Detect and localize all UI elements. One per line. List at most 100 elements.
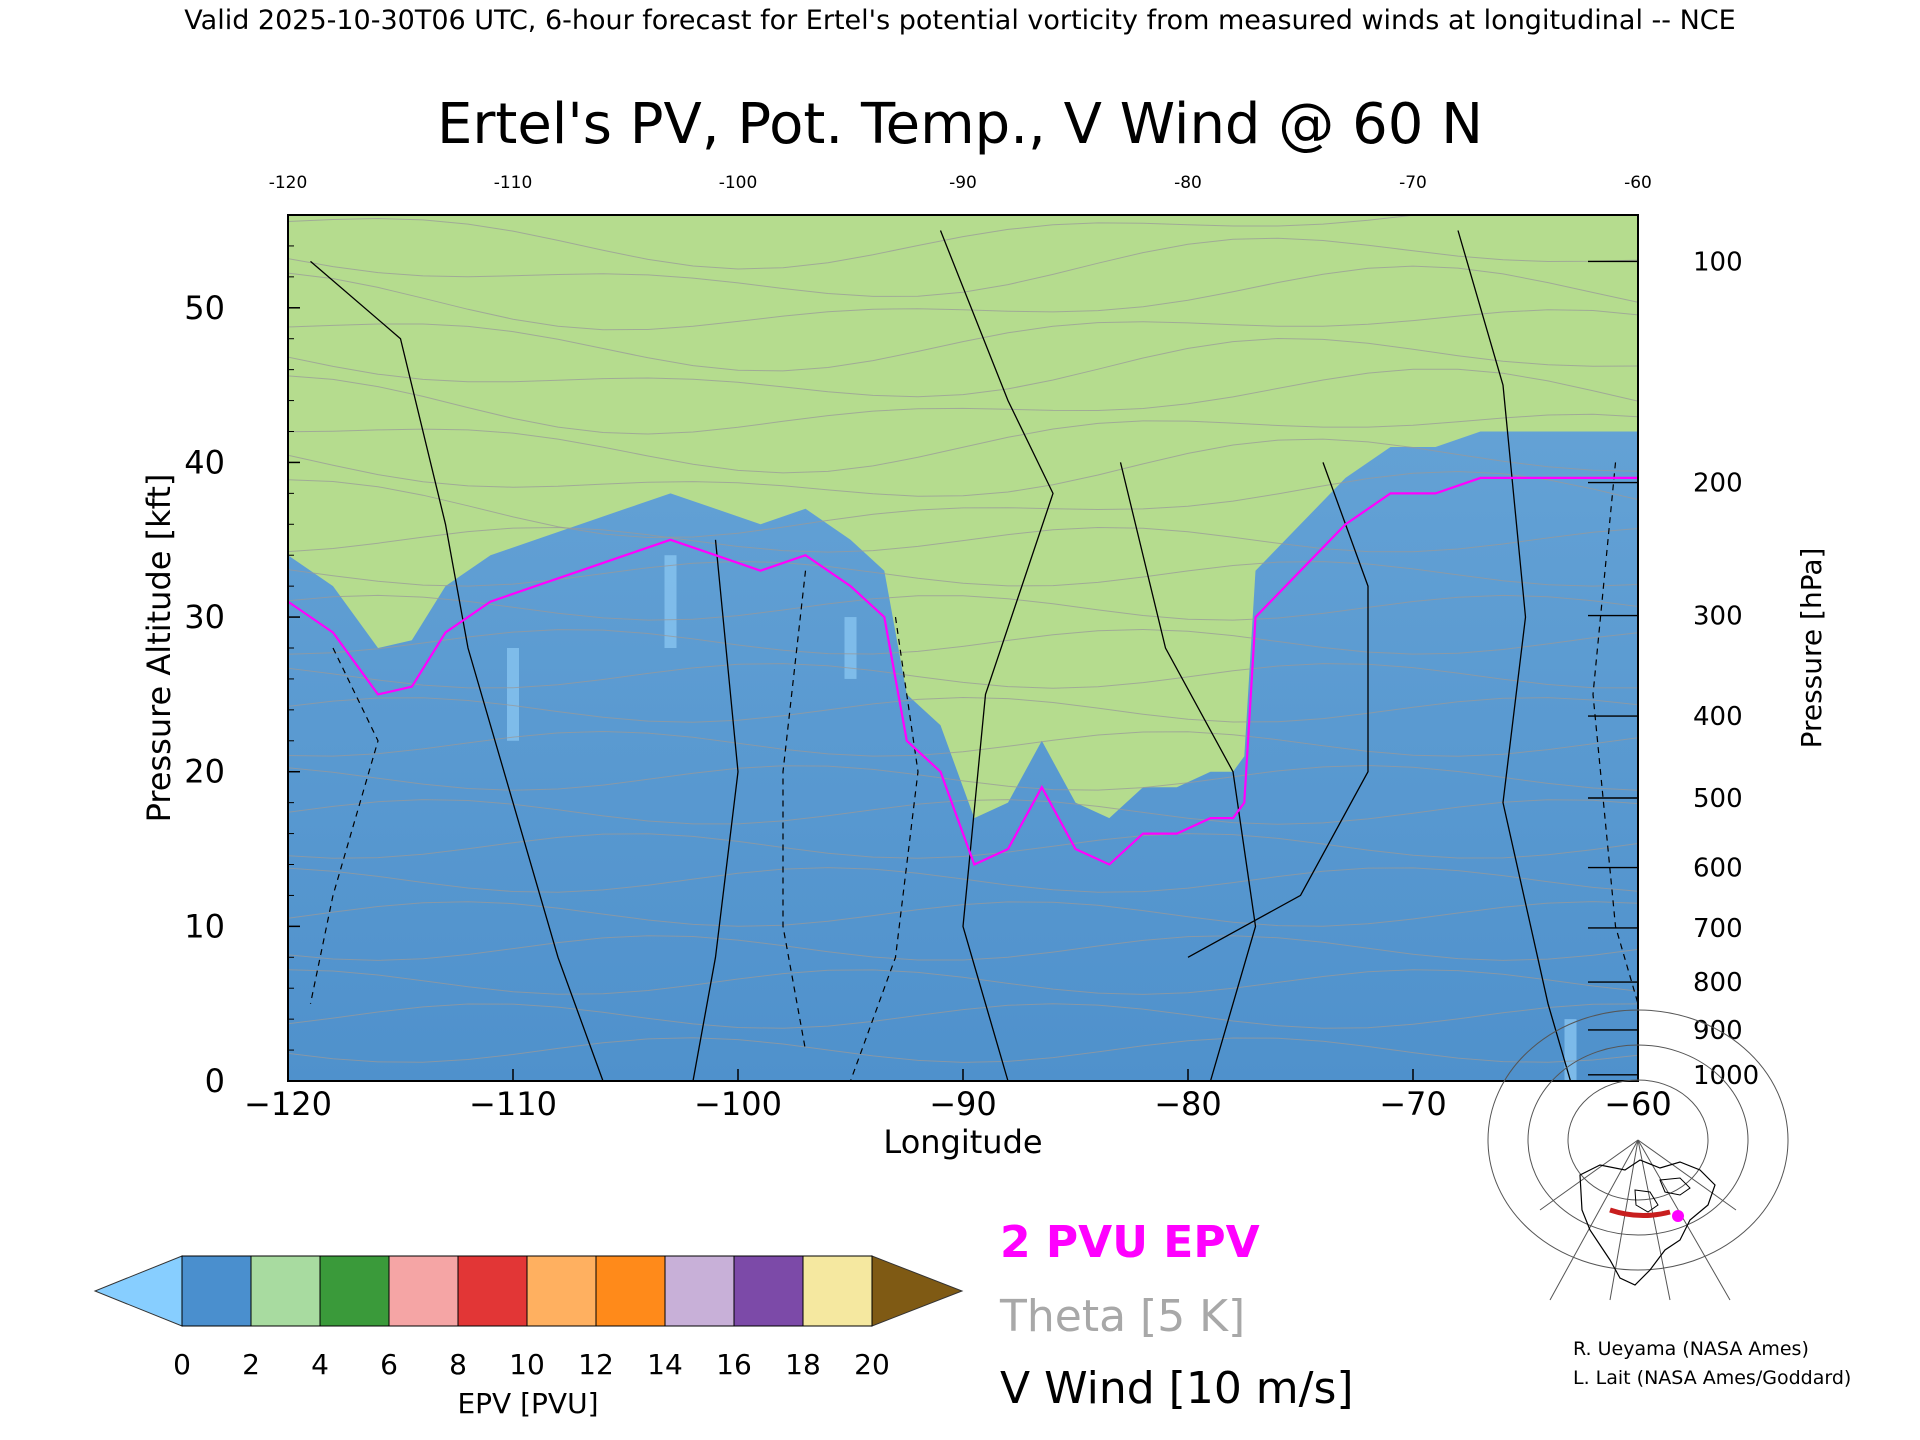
- y-tick-label: 0: [205, 1062, 225, 1100]
- vwind-contour: [939, 230, 1054, 1081]
- y-tick-label: 30: [184, 598, 225, 636]
- theta-contour: [288, 560, 1638, 587]
- theta-contour: [288, 628, 1638, 655]
- epv-low-streak: [844, 617, 857, 679]
- vwind-contour-negative: [782, 570, 807, 1051]
- vwind-contour-negative: [849, 617, 919, 1081]
- epv-colorbar: 0 2 4 6 8 10 12 14 16 18 20: [93, 1255, 964, 1381]
- colorbar-segment: [319, 1255, 390, 1327]
- colorbar-segment: [181, 1255, 252, 1327]
- theta-contour: [288, 309, 1638, 372]
- theta-contour: [288, 764, 1638, 791]
- x-axis-label: Longitude: [883, 1123, 1042, 1161]
- colorbar-segment: [595, 1255, 666, 1327]
- theta-contour: [288, 265, 1638, 331]
- theta-contour: [288, 867, 1638, 893]
- colorbar-segment: [733, 1255, 804, 1327]
- epv-low-streak: [1564, 1019, 1577, 1081]
- top-tick-label: -80: [1174, 173, 1202, 193]
- theta-contour: [288, 696, 1638, 723]
- theta-contour: [288, 1003, 1638, 1029]
- theta-contour: [288, 337, 1638, 398]
- x-tick-label: −60: [1604, 1085, 1672, 1123]
- colorbar-tick-label: 4: [311, 1348, 329, 1381]
- colorbar-tick-label: 0: [173, 1348, 191, 1381]
- inset-coastline: [1579, 1159, 1716, 1286]
- colorbar-segment: [457, 1255, 528, 1327]
- legend-2pvu: 2 PVU EPV: [1000, 1217, 1260, 1268]
- y-tick-label: 40: [184, 443, 225, 481]
- pressure-tick-label: 100: [1693, 247, 1743, 277]
- top-tick-label: -70: [1399, 173, 1427, 193]
- pressure-tick-label: 500: [1693, 784, 1743, 814]
- y-tick-label: 20: [184, 753, 225, 791]
- x-tick-label: −70: [1379, 1085, 1447, 1123]
- pressure-tick-label: 300: [1693, 602, 1743, 632]
- vwind-contour: [1457, 230, 1572, 1081]
- colorbar-label: EPV [PVU]: [457, 1387, 598, 1420]
- colorbar-tick-label: 18: [785, 1348, 821, 1381]
- epv-band-2: [288, 215, 1638, 819]
- colorbar-segment: [250, 1255, 321, 1327]
- vwind-contour: [692, 539, 739, 1081]
- theta-contour: [288, 413, 1638, 474]
- vwind-contour: [1119, 462, 1257, 1081]
- y-tick-label: 10: [184, 907, 225, 945]
- y-axis-label-right: Pressure [hPa]: [1795, 548, 1828, 749]
- theta-contour: [288, 526, 1638, 553]
- vwind-contour-negative: [1592, 462, 1638, 1004]
- inset-map: [1487, 1009, 1789, 1301]
- top-tick-label: -120: [269, 173, 308, 193]
- top-tick-label: -110: [494, 173, 533, 193]
- pressure-tick-label: 400: [1693, 702, 1743, 732]
- vwind-contour-negative: [309, 647, 379, 1004]
- legend-theta: Theta [5 K]: [999, 1291, 1245, 1342]
- colorbar-segment: [526, 1255, 597, 1327]
- theta-contour: [288, 594, 1638, 621]
- x-tick-label: −120: [244, 1085, 332, 1123]
- credit-line-2: L. Lait (NASA Ames/Goddard): [1573, 1367, 1851, 1389]
- colorbar-tick-label: 6: [380, 1348, 398, 1381]
- pv-2pvu-line: [288, 476, 1638, 866]
- pressure-tick-label: 700: [1693, 914, 1743, 944]
- top-axis: -120 -110 -100 -90 -80 -70 -60: [269, 173, 1652, 193]
- y-axis-label-left: Pressure Altitude [kft]: [140, 474, 178, 823]
- colorbar-over-arrow: [871, 1255, 964, 1327]
- colorbar-tick-label: 8: [449, 1348, 467, 1381]
- colorbar-tick-label: 2: [242, 1348, 260, 1381]
- epv-low-streak: [664, 555, 677, 648]
- theta-contour: [288, 368, 1638, 435]
- top-tick-label: -60: [1624, 173, 1652, 193]
- x-tick-label: −110: [469, 1085, 557, 1123]
- y-axis-left: 0 10 20 30 40 50: [184, 214, 300, 1100]
- credit-line-1: R. Ueyama (NASA Ames): [1573, 1338, 1809, 1360]
- colorbar-segment: [664, 1255, 735, 1327]
- pressure-tick-label: 800: [1693, 968, 1743, 998]
- theta-contour: [288, 237, 1638, 297]
- colorbar-segment: [388, 1255, 459, 1327]
- theta-contour: [288, 935, 1638, 961]
- colorbar-under-arrow: [93, 1255, 183, 1327]
- colorbar-tick-label: 14: [647, 1348, 683, 1381]
- theta-contour: [288, 901, 1638, 927]
- colorbar-tick-label: 20: [854, 1348, 890, 1381]
- colorbar-segment: [802, 1255, 873, 1327]
- theta-contour: [288, 663, 1638, 689]
- colorbar-tick-label: 16: [716, 1348, 752, 1381]
- theta-contour: [288, 730, 1638, 757]
- pressure-tick-label: 600: [1693, 854, 1743, 884]
- epv-low-streak: [507, 648, 519, 741]
- pressure-tick-label: 200: [1693, 469, 1743, 499]
- vwind-contour: [310, 260, 604, 1081]
- theta-contour: [288, 1037, 1638, 1063]
- theta-contour: [288, 438, 1638, 497]
- x-tick-label: −80: [1154, 1085, 1222, 1123]
- x-tick-label: −100: [694, 1085, 782, 1123]
- inset-marker: [1672, 1210, 1684, 1222]
- theta-contour: [288, 969, 1638, 995]
- colorbar-tick-label: 10: [509, 1348, 545, 1381]
- legend-vwind: V Wind [10 m/s]: [1000, 1363, 1354, 1414]
- x-axis: −120 −110 −100 −90 −80 −70 −60: [244, 1069, 1672, 1123]
